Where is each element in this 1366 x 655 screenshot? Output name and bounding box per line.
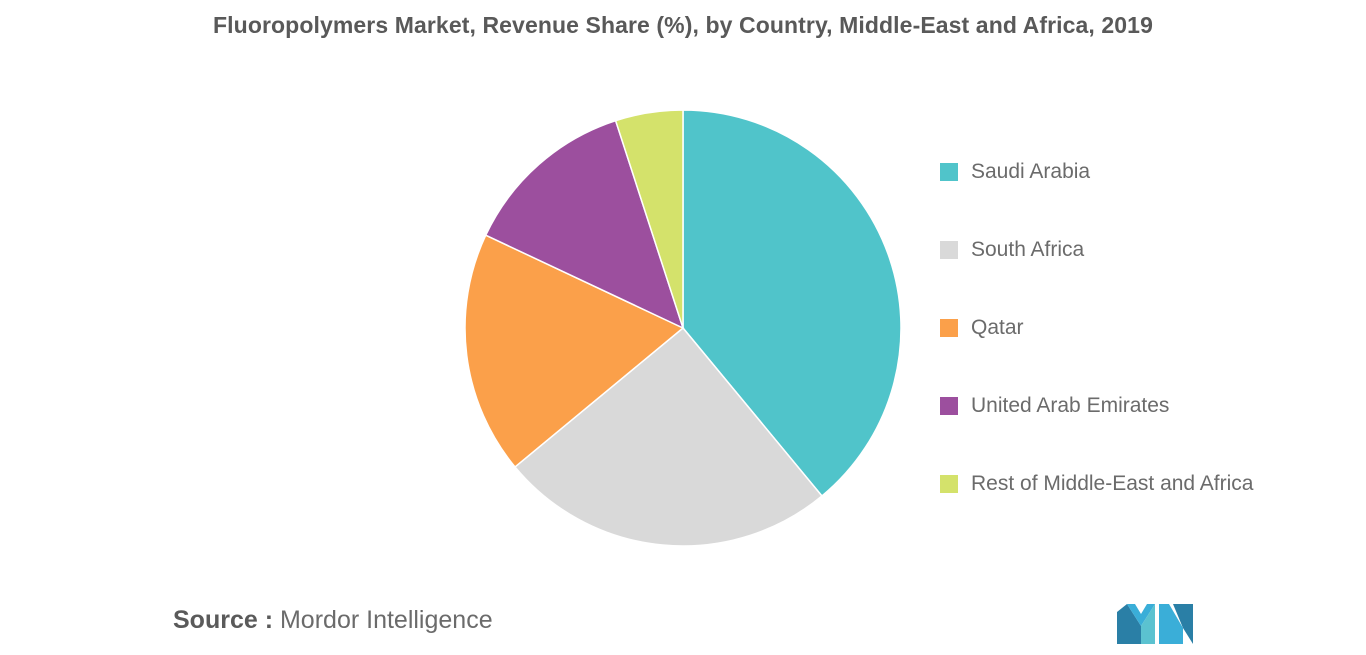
legend-item-qatar: Qatar: [940, 313, 1024, 343]
legend-item-saudi-arabia: Saudi Arabia: [940, 157, 1090, 187]
legend-swatch: [940, 397, 958, 415]
source-key: Source :: [173, 606, 274, 634]
legend-swatch: [940, 319, 958, 337]
chart-title: Fluoropolymers Market, Revenue Share (%)…: [213, 12, 1153, 38]
source-note: Source : Mordor Intelligence: [173, 606, 493, 635]
pie-slice-south-africa: [513, 326, 824, 547]
legend-swatch: [940, 163, 958, 181]
legend-item-rest-of-middle-east-and-africa: Rest of Middle-East and Africa: [940, 469, 1253, 499]
pie-slice-saudi-arabia: [682, 109, 902, 498]
pie-slice-rest-of-middle-east-and-africa: [614, 109, 684, 329]
legend-label: United Arab Emirates: [971, 394, 1170, 417]
legend-label: Saudi Arabia: [971, 160, 1091, 183]
pie-slice-qatar: [464, 234, 685, 469]
chart-legend: Saudi Arabia South Africa Qatar United Arab…: [940, 0, 1360, 655]
source-value: Mordor Intelligence: [279, 606, 493, 634]
legend-label: Rest of Middle-East and Africa: [971, 472, 1254, 495]
legend-item-south-africa: South Africa: [940, 235, 1084, 265]
mordor-intelligence-logo-icon: [1117, 604, 1193, 644]
legend-item-united-arab-emirates: United Arab Emirates: [940, 391, 1169, 421]
legend-swatch: [940, 241, 958, 259]
legend-swatch: [940, 475, 958, 493]
pie-slice-united-arab-emirates: [484, 119, 685, 330]
legend-label: South Africa: [971, 238, 1085, 261]
legend-label: Qatar: [971, 316, 1024, 339]
